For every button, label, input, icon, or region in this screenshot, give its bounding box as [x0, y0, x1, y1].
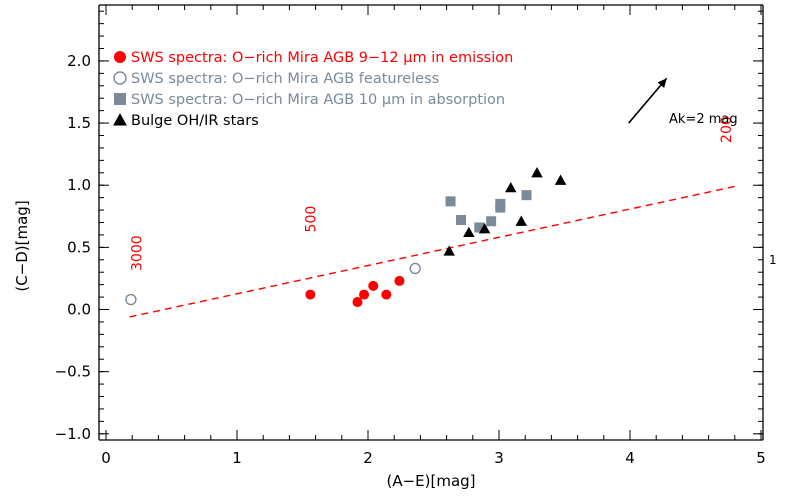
- legend-marker: [114, 51, 126, 63]
- axes: [98, 4, 764, 441]
- data-point: [474, 222, 485, 233]
- data-point: [515, 215, 528, 226]
- reference-dashed-line: [129, 185, 735, 318]
- data-point: [305, 289, 316, 300]
- y-tick-label: 0.0: [67, 301, 91, 319]
- temperature-label: 500: [304, 206, 320, 233]
- data-point: [521, 190, 532, 201]
- reference-line: [129, 185, 735, 318]
- temperature-label: 200: [719, 116, 735, 143]
- data-point: [531, 167, 543, 178]
- vector-arrow-shaft: [628, 77, 668, 124]
- data-point: [368, 280, 379, 291]
- x-tick-label: 1: [232, 449, 242, 467]
- legend-marker: [114, 93, 126, 105]
- data-point: [486, 216, 497, 227]
- y-tick-label: −1.0: [55, 425, 91, 443]
- y-tick-label: 2.0: [67, 52, 91, 70]
- legend-entry: SWS spectra: O−rich Mira AGB featureless: [131, 71, 439, 87]
- vector-arrow-head: [657, 78, 667, 89]
- data-point: [125, 293, 137, 306]
- data-point: [445, 196, 456, 207]
- y-axis-label: (C−D)[mag]: [13, 200, 31, 291]
- vector-label: Ak=2 mag: [669, 112, 738, 127]
- legend-marker: [113, 71, 127, 85]
- data-point: [443, 245, 455, 256]
- data-point: [359, 289, 370, 300]
- legend-entry: SWS spectra: O−rich Mira AGB 10 μm in ab…: [131, 92, 505, 108]
- tick-labels: 0 1 2 3 4 5 −1.0 −0.5 0.0 0.5 1.0 1.5 2.0: [55, 52, 766, 467]
- data-point: [456, 215, 467, 226]
- data-point: [554, 174, 567, 185]
- right-edge-label: 1: [769, 253, 777, 267]
- legend-entry: Bulge OH/IR stars: [131, 113, 259, 129]
- tick-marks: [99, 5, 763, 440]
- x-tick-label: 5: [756, 449, 766, 467]
- data-points: [125, 167, 567, 308]
- legend: SWS spectra: O−rich Mira AGB 9−12 μm in …: [113, 50, 513, 129]
- legend-entry: SWS spectra: O−rich Mira AGB 9−12 μm in …: [131, 50, 513, 66]
- y-tick-label: −0.5: [55, 363, 91, 381]
- x-tick-label: 3: [494, 449, 504, 467]
- temperature-labels: 3000 500 200: [129, 116, 735, 271]
- data-point: [394, 275, 405, 286]
- x-tick-label: 2: [363, 449, 373, 467]
- temperature-label: 3000: [129, 235, 145, 271]
- x-axis-label: (A−E)[mag]: [386, 472, 475, 490]
- y-tick-label: 1.5: [67, 114, 91, 132]
- data-point: [352, 297, 363, 308]
- data-point: [381, 289, 392, 300]
- data-point: [463, 226, 475, 238]
- x-tick-label: 4: [625, 449, 635, 467]
- legend-marker: [113, 113, 127, 126]
- data-point: [495, 202, 506, 213]
- data-point: [478, 222, 491, 234]
- data-point: [505, 181, 517, 193]
- reddening-vector: Ak=2 mag: [628, 77, 738, 127]
- x-tick-label: 0: [101, 449, 111, 467]
- data-point: [409, 262, 421, 275]
- y-tick-label: 0.5: [67, 238, 91, 256]
- y-tick-label: 1.0: [67, 176, 91, 194]
